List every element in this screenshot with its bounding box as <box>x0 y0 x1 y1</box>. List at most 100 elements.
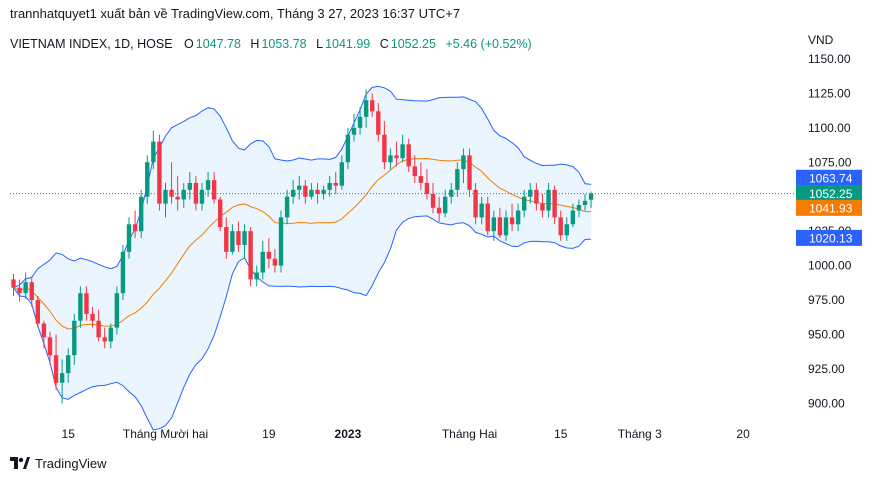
candle-body <box>430 193 436 208</box>
candle <box>35 295 41 328</box>
candle <box>151 130 156 170</box>
upper-band-line <box>13 85 592 289</box>
candle-body <box>315 189 320 194</box>
candle <box>424 169 430 200</box>
price-badge-bg <box>796 229 862 246</box>
candle <box>248 227 253 287</box>
candle-body <box>72 320 77 356</box>
x-tick-label: 19 <box>262 427 276 441</box>
symbol-name[interactable]: VIETNAM INDEX, 1D, HOSE <box>10 37 173 51</box>
y-tick-label: 1125.00 <box>808 86 851 100</box>
candle <box>157 134 162 211</box>
candle <box>11 273 16 296</box>
candle <box>199 182 205 211</box>
candle-body <box>108 327 113 342</box>
candle <box>254 265 259 287</box>
price-badge: 1020.13 <box>796 229 862 246</box>
candle-body <box>151 141 156 163</box>
candle-body <box>29 282 34 301</box>
close-value: 1052.25 <box>390 37 436 51</box>
open-value: 1047.78 <box>195 37 241 51</box>
candle-body <box>102 337 107 342</box>
candle <box>260 240 265 280</box>
candle-body <box>59 373 65 383</box>
bollinger-bands <box>13 85 592 431</box>
candle <box>491 210 497 241</box>
publisher-header: trannhatquyet1 xuất bản về TradingView.c… <box>10 6 461 21</box>
candle-body <box>552 189 557 218</box>
candle-body <box>11 279 16 288</box>
candle <box>66 348 71 383</box>
candle <box>78 286 83 328</box>
candle-body <box>333 182 338 186</box>
candle-body <box>120 251 126 294</box>
candle <box>546 182 551 218</box>
x-tick-label: Tháng Mười hai <box>123 427 208 441</box>
basis-line <box>13 157 592 330</box>
price-badge-bg <box>796 199 862 216</box>
x-tick-label: 20 <box>736 427 750 441</box>
price-badge: 1041.93 <box>796 199 862 216</box>
low-value: 1041.99 <box>325 37 371 51</box>
candle <box>351 114 357 142</box>
candle-body <box>461 155 466 170</box>
candle-body <box>412 166 417 177</box>
candle <box>321 185 326 200</box>
x-tick-label: 15 <box>62 427 76 441</box>
candle-body <box>47 337 53 356</box>
y-tick-label: 925.00 <box>808 362 845 376</box>
candle-body <box>242 231 247 245</box>
footer-brand[interactable]: TradingView <box>10 456 107 471</box>
candle-body <box>522 196 527 211</box>
candle-body <box>370 100 375 112</box>
candle-body <box>35 300 41 324</box>
candle-body <box>449 189 454 197</box>
candle <box>132 210 138 239</box>
y-tick-label: 1150.00 <box>808 52 851 66</box>
candle-body <box>41 323 47 338</box>
candle <box>503 210 509 241</box>
candle <box>303 180 308 204</box>
candle <box>430 182 436 214</box>
candle-body <box>540 203 545 211</box>
candle <box>485 196 490 236</box>
candle-body <box>297 185 302 190</box>
candle-body <box>23 282 28 294</box>
candle <box>84 286 89 321</box>
candle-body <box>175 196 180 200</box>
candle <box>114 286 120 335</box>
candle <box>406 138 411 172</box>
y-tick-label: 900.00 <box>808 396 845 410</box>
candle <box>449 182 454 204</box>
candle-body <box>205 180 211 190</box>
candle <box>278 210 284 273</box>
candle-body <box>491 217 497 232</box>
candle-body <box>497 217 503 236</box>
candle-body <box>163 189 168 204</box>
candle-body <box>363 100 369 117</box>
candle <box>522 189 527 218</box>
candle-body <box>382 134 387 163</box>
low-label: L <box>316 37 324 51</box>
candle-body <box>570 210 576 225</box>
candle <box>17 279 22 302</box>
candle <box>284 189 290 225</box>
candle <box>418 162 424 190</box>
candle <box>205 171 211 197</box>
candle-body <box>66 355 71 374</box>
candle-body <box>503 217 509 236</box>
x-tick-label: 15 <box>554 427 568 441</box>
candle <box>473 182 478 225</box>
price-unit: VND <box>808 33 834 47</box>
y-tick-label: 950.00 <box>808 328 845 342</box>
candle <box>193 176 199 211</box>
candle <box>339 155 345 190</box>
candle-body <box>351 127 357 135</box>
candle <box>181 182 186 208</box>
candle-body <box>442 196 448 214</box>
candle <box>224 217 229 259</box>
candle-body <box>327 182 332 190</box>
candle-body <box>406 144 411 167</box>
candle <box>309 182 314 200</box>
